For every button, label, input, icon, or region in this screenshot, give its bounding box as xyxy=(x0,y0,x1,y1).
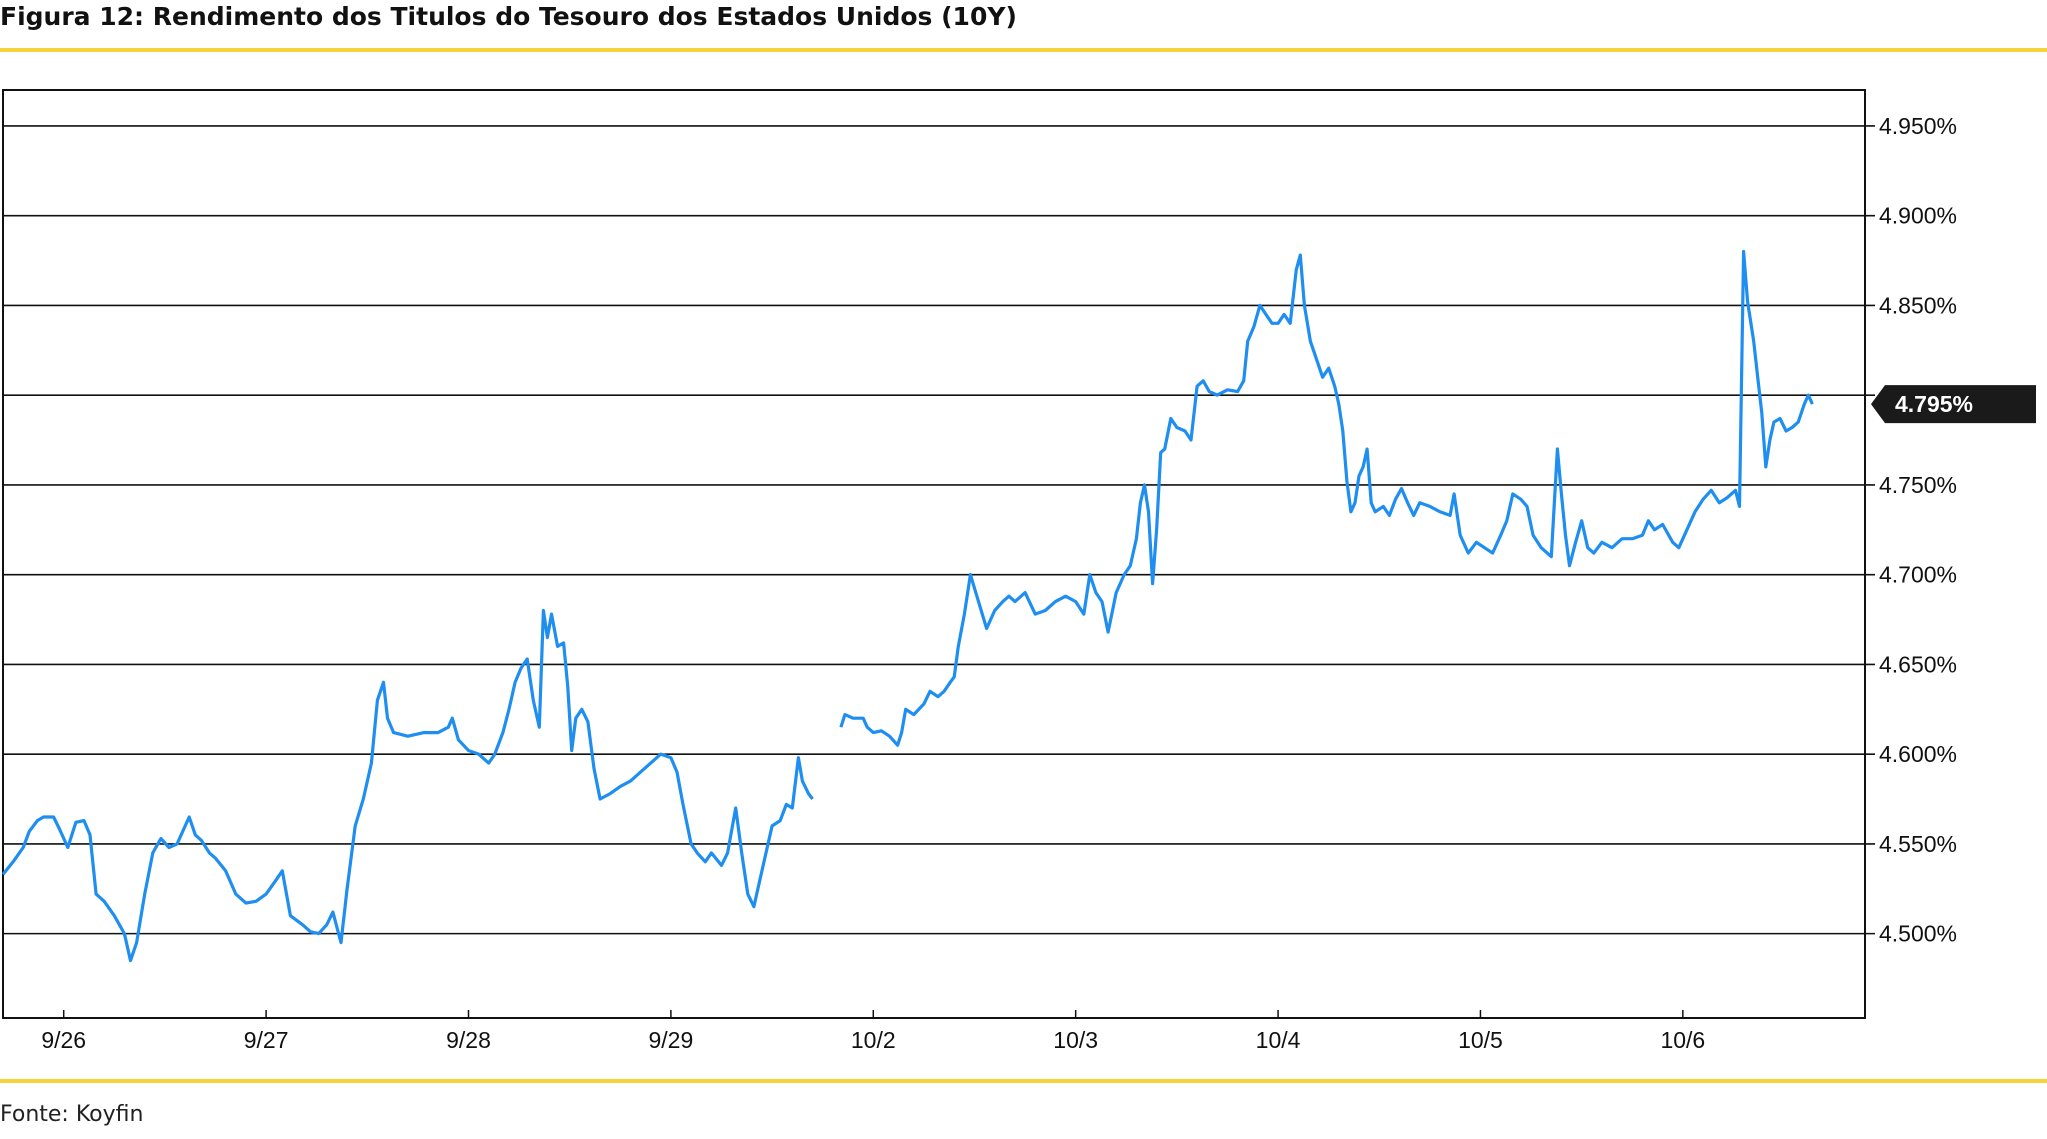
x-tick-label: 10/6 xyxy=(1660,1027,1705,1048)
yield-line-chart: 4.500%4.550%4.600%4.650%4.700%4.750%4.80… xyxy=(1,89,2036,1048)
y-tick-label: 4.900% xyxy=(1879,203,1957,229)
yield-series-line xyxy=(1,608,814,963)
last-value-badge-shape xyxy=(1871,385,2036,424)
figure-title: Figura 12: Rendimento dos Titulos do Tes… xyxy=(0,2,1017,31)
bottom-accent-rule xyxy=(0,1079,2047,1083)
x-tick-label: 10/2 xyxy=(851,1027,896,1048)
x-tick-label: 9/29 xyxy=(649,1027,694,1048)
y-tick-label: 4.950% xyxy=(1879,113,1957,139)
source-note: Fonte: Koyfin xyxy=(0,1102,144,1127)
y-tick-label: 4.500% xyxy=(1879,921,1957,947)
y-axis: 4.500%4.550%4.600%4.650%4.700%4.750%4.80… xyxy=(1879,113,1957,947)
x-tick-label: 10/4 xyxy=(1256,1027,1301,1048)
y-tick-label: 4.750% xyxy=(1879,472,1957,498)
y-tick-label: 4.650% xyxy=(1879,651,1957,677)
x-tick-label: 9/26 xyxy=(41,1027,86,1048)
top-accent-rule xyxy=(0,48,2047,52)
plot-frame xyxy=(2,89,1866,1019)
grid-layer xyxy=(3,125,1875,935)
y-tick-label: 4.850% xyxy=(1879,292,1957,318)
y-tick-label: 4.550% xyxy=(1879,831,1957,857)
x-tick-label: 10/3 xyxy=(1053,1027,1098,1048)
last-value-label: 4.795% xyxy=(1895,391,1973,417)
y-tick-label: 4.600% xyxy=(1879,741,1957,767)
x-tick-label: 9/28 xyxy=(446,1027,491,1048)
yield-series-line xyxy=(839,249,1814,747)
x-tick-label: 9/27 xyxy=(244,1027,289,1048)
last-value-badge: 4.795% xyxy=(1871,385,2036,424)
series-layer xyxy=(1,249,1814,963)
x-axis: 9/26 9/27 9/28 9/29 10/2 10/3 10/4 10/5 10/6 xyxy=(41,1010,1705,1048)
x-tick-label: 10/5 xyxy=(1458,1027,1503,1048)
y-tick-label: 4.700% xyxy=(1879,562,1957,588)
